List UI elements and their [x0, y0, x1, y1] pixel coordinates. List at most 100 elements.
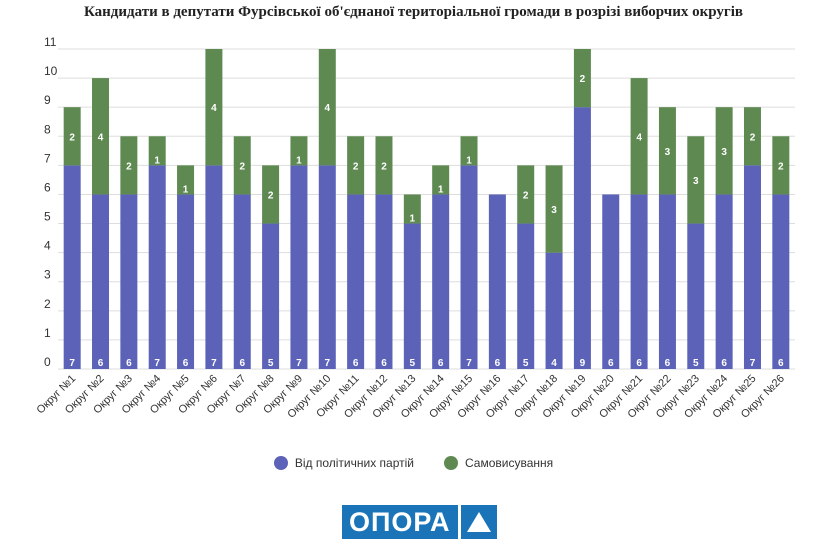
bar-parties[interactable]	[772, 194, 790, 369]
data-label: 7	[69, 358, 75, 369]
bar-self-nominated[interactable]	[630, 78, 648, 195]
y-tick-label: 8	[44, 122, 51, 136]
logo-triangle-icon	[460, 505, 497, 539]
bar-parties[interactable]	[403, 223, 421, 369]
bar-self-nominated[interactable]	[460, 136, 478, 166]
legend-label-self-nominated: Самовисування	[465, 456, 554, 470]
bar-parties[interactable]	[715, 194, 733, 369]
data-label: 4	[211, 103, 217, 114]
bar-parties[interactable]	[375, 194, 393, 369]
bar-parties[interactable]	[517, 223, 535, 369]
bar-self-nominated[interactable]	[120, 136, 138, 195]
y-tick-label: 10	[44, 64, 58, 78]
bar-parties[interactable]	[743, 165, 761, 369]
data-label: 1	[466, 155, 472, 166]
logo-text: ОПОРА	[342, 505, 458, 539]
bar-parties[interactable]	[177, 194, 195, 369]
data-label: 5	[693, 358, 699, 369]
data-label: 4	[636, 132, 642, 143]
bar-self-nominated[interactable]	[403, 194, 421, 224]
data-label: 7	[750, 358, 756, 369]
bars: 7 2 6 4 6 2 7 1 6 1 7 4 6 2 5 2 7 1 7 4 6 2 6 2 5 1 6 1 7 1 6 5 2 4 3 9 2 6 6 4…	[63, 49, 790, 369]
data-label: 1	[183, 184, 189, 195]
data-label: 1	[154, 155, 160, 166]
data-label: 7	[466, 358, 472, 369]
bar-parties[interactable]	[545, 252, 563, 369]
bar-self-nominated[interactable]	[347, 136, 365, 195]
data-label: 2	[778, 161, 784, 172]
bar-self-nominated[interactable]	[205, 49, 223, 166]
bar-self-nominated[interactable]	[148, 136, 166, 166]
y-tick-label: 2	[44, 297, 51, 311]
data-label: 1	[438, 184, 444, 195]
data-label: 4	[98, 132, 104, 143]
bar-parties[interactable]	[63, 165, 81, 369]
bar-parties[interactable]	[290, 165, 308, 369]
y-tick-labels: 0 1 2 3 4 5 6 7 8 9 10 11	[44, 35, 58, 369]
bar-self-nominated[interactable]	[375, 136, 393, 195]
bar-self-nominated[interactable]	[63, 107, 81, 166]
data-label: 6	[353, 358, 359, 369]
bar-self-nominated[interactable]	[517, 165, 535, 224]
bar-self-nominated[interactable]	[290, 136, 308, 166]
bar-parties[interactable]	[120, 194, 138, 369]
bar-parties[interactable]	[347, 194, 365, 369]
data-label: 5	[268, 358, 274, 369]
bar-self-nominated[interactable]	[743, 107, 761, 166]
data-label: 6	[381, 358, 387, 369]
data-label: 2	[268, 190, 274, 201]
opora-logo: ОПОРА	[342, 505, 497, 539]
bar-parties[interactable]	[573, 107, 591, 369]
bar-parties[interactable]	[432, 194, 450, 369]
data-label: 6	[438, 358, 444, 369]
chart-title: Кандидати в депутати Фурсівської об'єдна…	[83, 4, 743, 20]
bar-self-nominated[interactable]	[772, 136, 790, 195]
data-label: 6	[126, 358, 132, 369]
data-label: 5	[523, 358, 529, 369]
bar-self-nominated[interactable]	[573, 49, 591, 108]
bar-parties[interactable]	[205, 165, 223, 369]
data-label: 1	[410, 214, 416, 225]
bar-self-nominated[interactable]	[658, 107, 676, 195]
bar-self-nominated[interactable]	[687, 136, 705, 224]
data-label: 6	[98, 358, 104, 369]
bar-parties[interactable]	[262, 223, 280, 369]
legend-swatch-self-nominated	[444, 456, 458, 470]
data-label: 6	[721, 358, 727, 369]
data-label: 4	[551, 358, 557, 369]
legend-item-parties[interactable]: Від політичних партій	[273, 456, 414, 470]
data-label: 7	[211, 358, 217, 369]
bar-parties[interactable]	[602, 194, 620, 369]
bar-parties[interactable]	[148, 165, 166, 369]
data-label: 7	[154, 358, 160, 369]
y-tick-label: 3	[44, 268, 51, 282]
data-label: 6	[665, 358, 671, 369]
legend-swatch-parties	[273, 456, 288, 470]
bar-self-nominated[interactable]	[262, 165, 280, 224]
bar-self-nominated[interactable]	[318, 49, 336, 166]
data-label: 3	[693, 176, 699, 187]
bar-parties[interactable]	[318, 165, 336, 369]
data-label: 1	[296, 155, 302, 166]
bar-parties[interactable]	[92, 194, 110, 369]
bar-self-nominated[interactable]	[432, 165, 450, 195]
bar-self-nominated[interactable]	[177, 165, 195, 195]
bar-self-nominated[interactable]	[545, 165, 563, 253]
bar-parties[interactable]	[460, 165, 478, 369]
y-tick-label: 4	[44, 239, 51, 253]
bar-parties[interactable]	[658, 194, 676, 369]
bar-self-nominated[interactable]	[715, 107, 733, 195]
bar-parties[interactable]	[233, 194, 251, 369]
bar-parties[interactable]	[488, 194, 506, 369]
bar-parties[interactable]	[687, 223, 705, 369]
y-tick-label: 6	[44, 180, 51, 194]
bar-parties[interactable]	[630, 194, 648, 369]
data-label: 2	[353, 161, 359, 172]
bar-self-nominated[interactable]	[233, 136, 251, 195]
bar-self-nominated[interactable]	[92, 78, 110, 195]
data-label: 2	[750, 132, 756, 143]
legend-item-self-nominated[interactable]: Самовисування	[444, 456, 553, 470]
data-label: 2	[239, 161, 245, 172]
